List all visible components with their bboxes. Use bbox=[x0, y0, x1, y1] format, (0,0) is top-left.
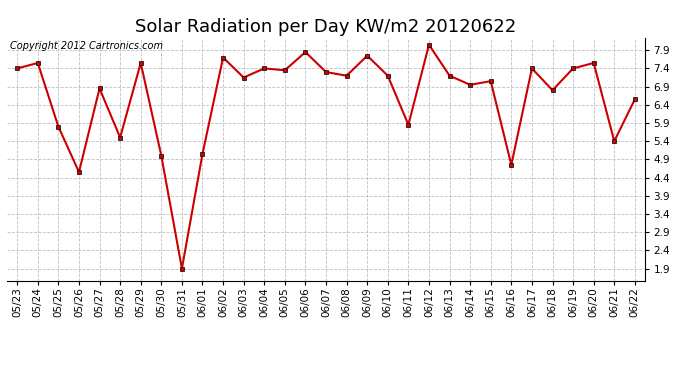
Text: Copyright 2012 Cartronics.com: Copyright 2012 Cartronics.com bbox=[10, 41, 163, 51]
Title: Solar Radiation per Day KW/m2 20120622: Solar Radiation per Day KW/m2 20120622 bbox=[135, 18, 517, 36]
